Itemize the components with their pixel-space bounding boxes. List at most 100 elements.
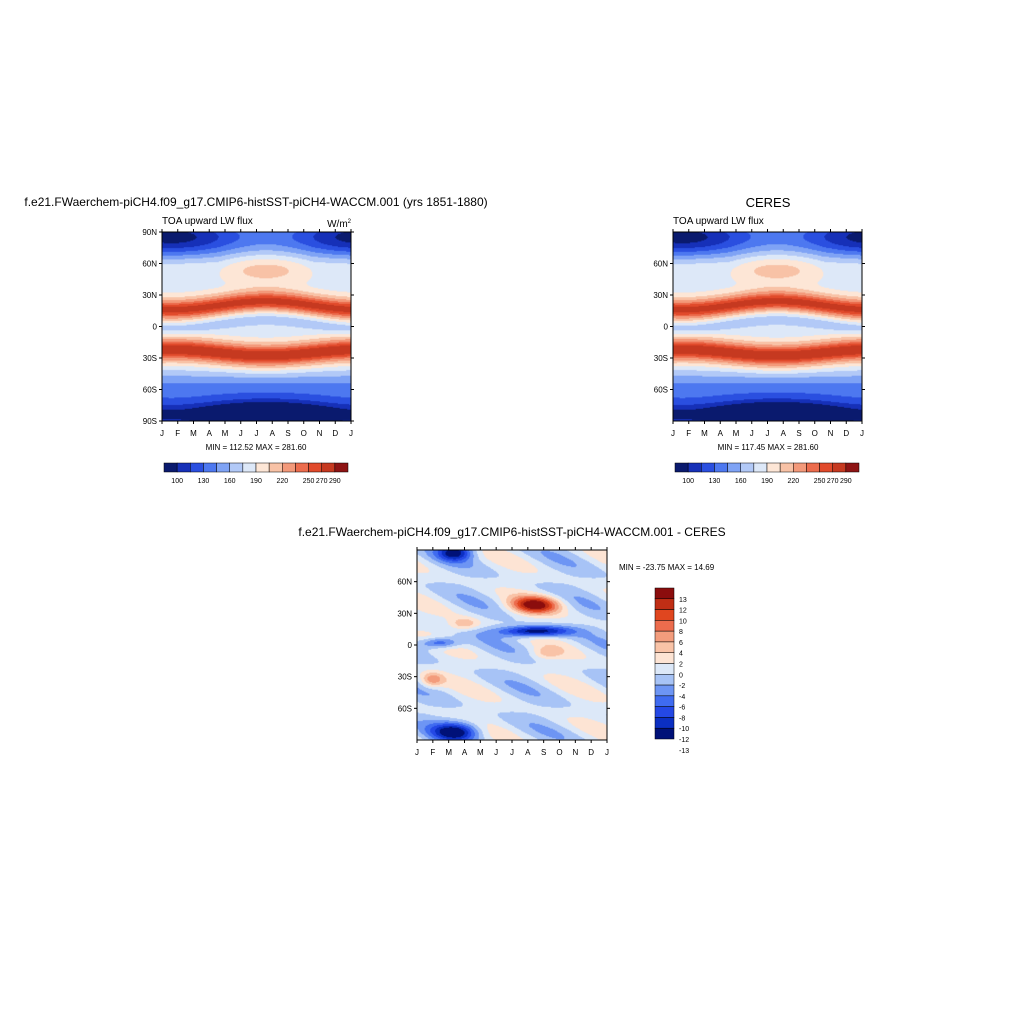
model-colorbar-label: 100 (171, 478, 183, 485)
model-field (162, 232, 351, 421)
diff-colorbar-label: 10 (679, 618, 687, 625)
model-xtick-label: J (239, 429, 243, 438)
model-xtick-label: O (301, 429, 307, 438)
model-colorbar-swatch (163, 462, 178, 473)
obs-xtick-label: J (860, 429, 864, 438)
diff-ytick-label: 30S (398, 673, 412, 682)
diff-colorbar-swatch (654, 674, 675, 686)
diff-colorbar: 13 12 10 8 6 4 2 0 -2 -4 -6 -8 -10 -12 -13 (654, 587, 689, 755)
obs-ytick-label: 30N (653, 291, 668, 300)
model-colorbar-swatch (242, 462, 257, 473)
model-xtick-label: J (160, 429, 164, 438)
model-xtick-label: M (222, 429, 229, 438)
model-ytick-label: 90N (142, 228, 157, 237)
diff-colorbar-swatch (654, 598, 675, 610)
obs-colorbar-label: 250 (814, 478, 826, 485)
diff-colorbar-label: -12 (679, 737, 689, 744)
diff-field (417, 550, 607, 740)
obs-colorbar-swatch (766, 462, 781, 473)
diff-colorbar-swatch (654, 706, 675, 718)
diff-colorbar-label: -4 (679, 694, 685, 701)
obs-xtick-label: S (796, 429, 801, 438)
obs-colorbar-label: 100 (682, 478, 694, 485)
model-ytick-label: 0 (153, 323, 158, 332)
obs-ytick-label: 0 (664, 323, 669, 332)
obs-colorbar-label: 270 (827, 478, 839, 485)
obs-colorbar: 100 130 160 190 220 250 270 290 (674, 462, 860, 485)
diff-colorbar-label: 6 (679, 640, 683, 647)
diff-xtick-label: F (430, 748, 435, 757)
obs-xtick-label: A (718, 429, 724, 438)
diff-colorbar-label: 4 (679, 651, 683, 658)
obs-title: CERES (746, 195, 791, 210)
diff-xtick-label: M (477, 748, 484, 757)
obs-xtick-label: O (812, 429, 818, 438)
model-colorbar-label: 290 (329, 478, 341, 485)
diff-xtick-label: N (572, 748, 578, 757)
diff-colorbar-label: 8 (679, 629, 683, 636)
obs-colorbar-swatch (740, 462, 755, 473)
model-xtick-label: J (349, 429, 353, 438)
obs-colorbar-label: 130 (709, 478, 721, 485)
model-colorbar-swatch (268, 462, 283, 473)
obs-variable-label: TOA upward LW flux (673, 216, 764, 227)
diff-xtick-label: D (588, 748, 594, 757)
model-colorbar-swatch (229, 462, 244, 473)
diff-xtick-label: S (541, 748, 546, 757)
diff-xtick-label: A (525, 748, 531, 757)
model-colorbar-swatch (321, 462, 336, 473)
diff-ytick-label: 60N (397, 578, 412, 587)
obs-colorbar-swatch (806, 462, 820, 473)
model-colorbar-label: 160 (224, 478, 236, 485)
obs-field (673, 232, 862, 421)
model-colorbar-swatch (190, 462, 204, 473)
diff-colorbar-label: -13 (679, 748, 689, 755)
obs-colorbar-swatch (714, 462, 728, 473)
obs-minmax: MIN = 117.45 MAX = 281.60 (718, 443, 819, 452)
model-xtick-label: A (207, 429, 213, 438)
diff-colorbar-label: 13 (679, 597, 687, 604)
model-title: f.e21.FWaerchem-piCH4.f09_g17.CMIP6-hist… (24, 195, 487, 209)
obs-colorbar-label: 290 (840, 478, 852, 485)
obs-ytick-label: 30S (654, 354, 668, 363)
obs-colorbar-label: 160 (735, 478, 747, 485)
obs-xtick-label: D (843, 429, 849, 438)
diff-colorbar-label: 0 (679, 672, 683, 679)
diff-colorbar-swatch (654, 684, 675, 697)
model-xtick-label: F (175, 429, 180, 438)
model-xtick-label: M (190, 429, 197, 438)
diff-colorbar-label: -8 (679, 715, 685, 722)
model-colorbar-label: 270 (316, 478, 328, 485)
obs-ytick-label: 60N (653, 260, 668, 269)
model-minmax: MIN = 112.52 MAX = 281.60 (206, 443, 307, 452)
diff-colorbar-label: -2 (679, 683, 685, 690)
obs-xtick-label: M (701, 429, 708, 438)
obs-colorbar-swatch (727, 462, 741, 473)
obs-xtick-label: F (686, 429, 691, 438)
obs-colorbar-swatch (753, 462, 768, 473)
model-colorbar-swatch (295, 462, 309, 473)
model-xtick-label: D (332, 429, 338, 438)
obs-xtick-label: J (671, 429, 675, 438)
model-xtick-label: N (317, 429, 323, 438)
diff-colorbar-swatch (654, 717, 675, 729)
diff-colorbar-swatch (654, 663, 675, 675)
obs-colorbar-swatch (793, 462, 807, 473)
model-ytick-label: 60N (142, 260, 157, 269)
obs-xtick-label: A (781, 429, 787, 438)
diff-colorbar-swatch (654, 652, 675, 664)
obs-colorbar-swatch (845, 462, 860, 473)
model-colorbar: 100 130 160 190 220 250 270 290 (163, 462, 349, 485)
obs-xtick-label: J (766, 429, 770, 438)
model-ytick-label: 30N (142, 291, 157, 300)
model-units-label: W/m2 (327, 219, 352, 230)
obs-colorbar-swatch (779, 462, 794, 473)
model-xtick-label: A (270, 429, 276, 438)
obs-colorbar-swatch (687, 462, 702, 473)
diff-colorbar-swatch (654, 695, 675, 707)
model-colorbar-swatch (176, 462, 191, 473)
diff-title: f.e21.FWaerchem-piCH4.f09_g17.CMIP6-hist… (298, 525, 725, 539)
diff-colorbar-swatch (654, 587, 675, 600)
